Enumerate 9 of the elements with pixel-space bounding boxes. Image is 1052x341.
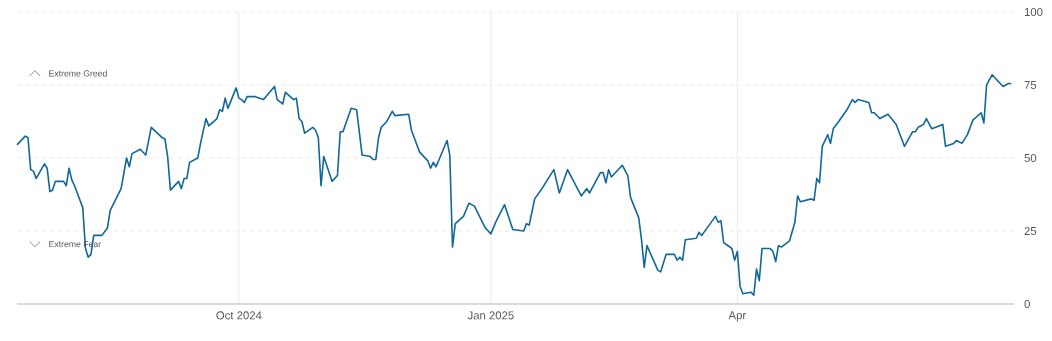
y-tick-label: 0	[1024, 299, 1030, 308]
x-tick-label: Jan 2025	[467, 311, 514, 320]
annotation: Extreme Greed	[49, 70, 107, 77]
x-tick-label: Oct 2024	[216, 311, 262, 320]
y-tick-label: 100	[1024, 7, 1043, 16]
x-tick-label: Apr	[728, 311, 746, 322]
y-tick-label: 25	[1024, 226, 1037, 235]
y-tick-label: 50	[1024, 153, 1037, 162]
y-tick-label: 75	[1024, 81, 1037, 89]
